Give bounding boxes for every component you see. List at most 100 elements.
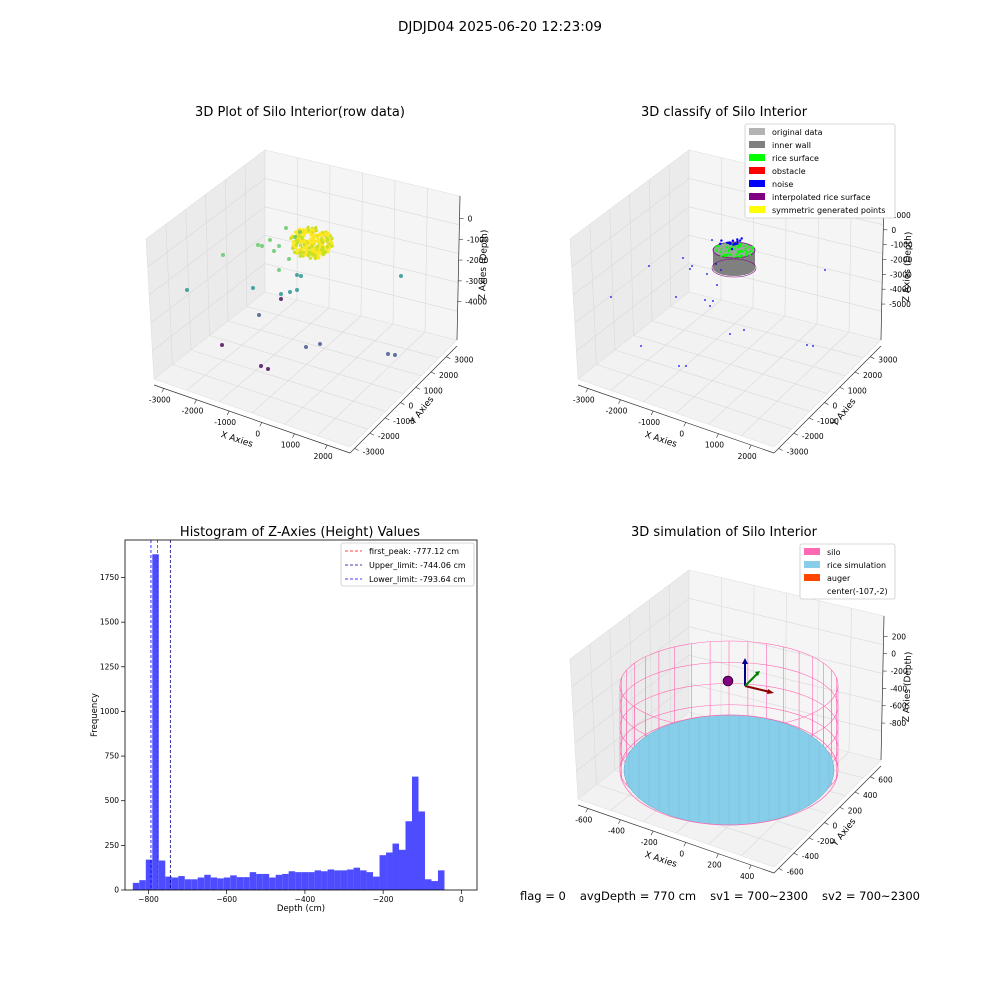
x-tick-label: -400 xyxy=(608,827,625,836)
legend-label: original data xyxy=(772,128,823,137)
noise-point xyxy=(741,237,743,239)
histogram-bar xyxy=(165,877,171,890)
rice-point xyxy=(719,251,721,253)
y-tick xyxy=(355,448,359,450)
y-tick-label: 750 xyxy=(105,752,120,761)
histogram-bar xyxy=(250,872,256,890)
histogram-bar xyxy=(204,875,210,890)
x-tick-label: 0 xyxy=(255,429,260,438)
y-tick-label: 1500 xyxy=(100,618,119,627)
data-point xyxy=(310,245,313,248)
y-tick xyxy=(779,868,783,870)
rice-point xyxy=(739,250,741,252)
noise-point xyxy=(731,248,733,250)
y-tick xyxy=(855,792,859,794)
rice-point xyxy=(716,245,718,247)
noise-point xyxy=(732,240,734,242)
data-point xyxy=(307,226,310,229)
histogram-bar xyxy=(406,821,412,890)
panel2-title: 3D classify of Silo Interior xyxy=(641,105,808,120)
data-point xyxy=(268,238,272,242)
rice-point xyxy=(737,256,739,258)
rice-point xyxy=(727,254,729,256)
x-tick-label: 0 xyxy=(459,895,464,904)
x-tick-label: -1000 xyxy=(214,418,236,427)
rice-point xyxy=(726,246,728,248)
legend-label: interpolated rice surface xyxy=(772,193,870,202)
histogram-bar xyxy=(347,869,353,890)
histogram-bar xyxy=(178,876,184,890)
noise-point xyxy=(806,344,808,346)
data-point xyxy=(257,313,261,317)
y-tick-label: 0 xyxy=(832,822,837,831)
legend-swatch xyxy=(749,154,765,161)
rice-point xyxy=(715,249,717,251)
rice-point xyxy=(735,246,737,248)
x-tick xyxy=(684,422,686,426)
x-tick-label: -200 xyxy=(641,838,658,847)
x-tick xyxy=(586,808,588,812)
x-tick-label: 1000 xyxy=(281,441,300,450)
y-tick-label: -2000 xyxy=(802,432,824,441)
legend-frame xyxy=(745,124,895,218)
panel1-x-label: X Axies xyxy=(219,430,254,450)
data-point xyxy=(299,255,302,258)
y-tick xyxy=(385,418,389,420)
histogram-bar xyxy=(230,875,236,890)
legend-swatch xyxy=(804,561,820,568)
figure-title: DJDJD04 2025-06-20 12:23:09 xyxy=(398,19,602,35)
data-point xyxy=(284,226,288,230)
rice-point xyxy=(729,253,731,255)
x-tick-label: -2000 xyxy=(606,407,628,416)
y-tick-label: 0 xyxy=(114,886,119,895)
y-tick-label: -3000 xyxy=(363,447,385,456)
rice-point xyxy=(733,256,735,258)
legend-swatch xyxy=(749,193,765,200)
histogram-bar xyxy=(172,878,178,891)
x-tick xyxy=(194,400,196,404)
data-point xyxy=(318,233,321,236)
rice-point xyxy=(724,250,726,252)
y-tick-label: 2000 xyxy=(439,371,458,380)
y-tick xyxy=(809,418,813,420)
data-point xyxy=(221,253,225,257)
data-point xyxy=(260,244,264,248)
data-point xyxy=(316,246,319,249)
histogram-bar xyxy=(159,861,165,890)
histogram-bar xyxy=(276,875,282,890)
y-tick-label: -400 xyxy=(802,852,819,861)
x-tick-label: 2000 xyxy=(314,452,333,461)
data-point xyxy=(185,288,189,292)
data-point xyxy=(294,231,297,234)
legend-swatch xyxy=(749,167,765,174)
z-tick-label: 0 xyxy=(891,226,896,235)
panel4-z-label: Z Axies (Depth) xyxy=(902,652,914,723)
status-footer: flag = 0 avgDepth = 770 cm sv1 = 700~2300 s… xyxy=(520,889,934,903)
data-point xyxy=(330,237,333,240)
data-point xyxy=(295,239,298,242)
y-tick-label: 600 xyxy=(878,776,893,785)
data-point xyxy=(301,248,304,251)
panel4-title: 3D simulation of Silo Interior xyxy=(631,525,818,540)
histogram-bar xyxy=(354,868,360,890)
data-point xyxy=(304,345,308,349)
histogram-bar xyxy=(282,874,288,890)
data-point xyxy=(292,241,295,244)
noise-point xyxy=(610,296,612,298)
x-tick-label: 2000 xyxy=(738,452,757,461)
y-tick xyxy=(416,387,420,389)
noise-point xyxy=(648,265,650,267)
histogram-x-label: Depth (cm) xyxy=(277,904,325,914)
y-tick xyxy=(779,448,783,450)
histogram-bar xyxy=(237,877,243,890)
data-point xyxy=(308,246,311,249)
data-point xyxy=(277,268,281,272)
noise-point xyxy=(720,239,722,241)
noise-point xyxy=(675,296,677,298)
data-point xyxy=(326,237,329,240)
rice-point xyxy=(737,247,739,249)
x-tick xyxy=(749,865,751,869)
legend-label: obstacle xyxy=(772,167,806,176)
legend-swatch xyxy=(749,141,765,148)
